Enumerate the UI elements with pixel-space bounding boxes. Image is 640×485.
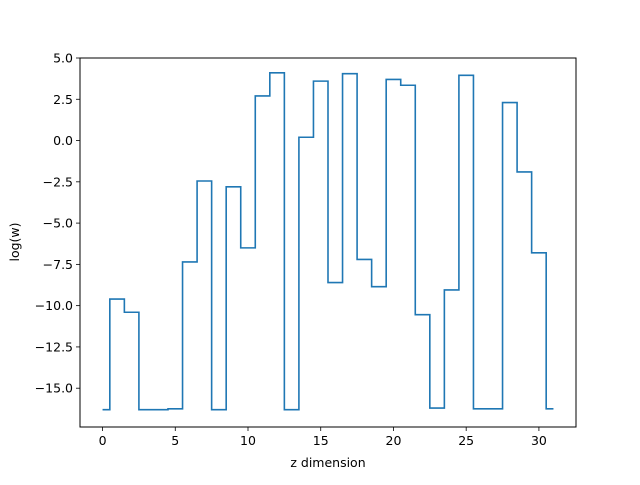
x-tick-label: 0 [99,433,107,448]
x-axis-label: z dimension [290,455,365,470]
y-tick-label: −2.5 [43,174,73,189]
series-layer [102,72,554,411]
y-tick-label: −7.5 [43,257,73,272]
x-tick-label: 15 [313,433,329,448]
y-tick-label: −15.0 [35,381,73,396]
y-axis: 5.0 2.5 0.0 −2.5 −5.0 −7.5 −10.0 −12.5 −15.0 [35,51,80,396]
series-line-0 [102,72,554,411]
x-tick-label: 25 [458,433,474,448]
x-tick-label: 30 [531,433,547,448]
plot-frame [79,57,577,428]
y-tick-label: −5.0 [43,216,73,231]
y-tick-label: 2.5 [53,92,73,107]
y-tick-label: −10.0 [35,298,73,313]
x-tick-label: 5 [171,433,179,448]
y-axis-label: log(w) [7,222,22,261]
x-axis: 0 5 10 15 20 25 30 [99,427,547,448]
x-tick-label: 10 [240,433,256,448]
y-tick-label: 5.0 [53,51,73,66]
y-tick-label: −12.5 [35,339,73,354]
y-tick-label: 0.0 [53,133,73,148]
x-tick-label: 20 [386,433,402,448]
